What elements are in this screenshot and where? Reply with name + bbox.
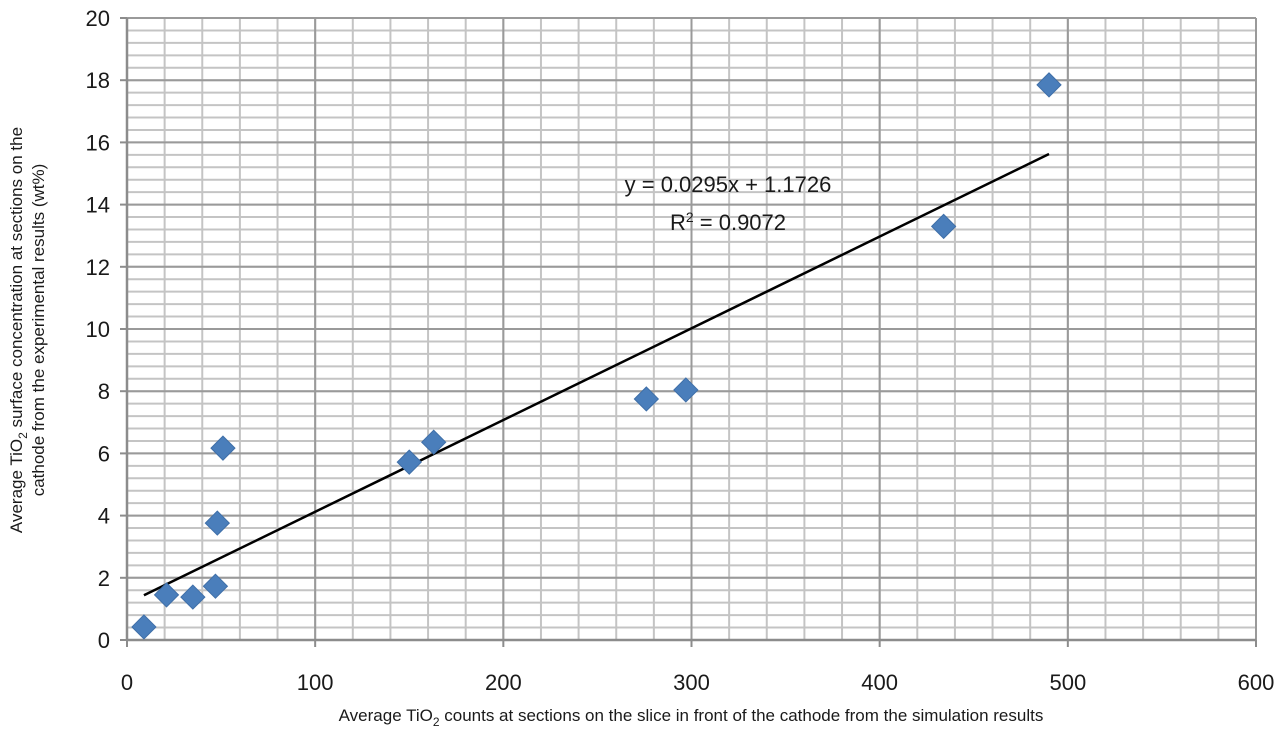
x-tick-label: 500 bbox=[1049, 670, 1086, 695]
svg-text:Average TiO2 surface concentra: Average TiO2 surface concentration at se… bbox=[7, 127, 30, 533]
x-tick-label: 200 bbox=[485, 670, 522, 695]
y-tick-label: 2 bbox=[98, 566, 110, 591]
y-tick-label: 14 bbox=[86, 193, 110, 218]
x-tick-label: 0 bbox=[121, 670, 133, 695]
data-point-diamond bbox=[202, 573, 229, 599]
y-axis-tick-labels: 0 2 4 6 8 10 12 14 16 18 20 bbox=[86, 6, 110, 653]
x-tick-label: 400 bbox=[861, 670, 898, 695]
data-point-diamond bbox=[673, 377, 699, 403]
trendline-equation: y = 0.0295x + 1.1726 bbox=[625, 172, 832, 197]
data-points bbox=[131, 72, 1062, 640]
trendline bbox=[143, 152, 1050, 597]
y-axis-title: Average TiO2 surface concentration at se… bbox=[7, 127, 48, 533]
data-point-diamond bbox=[930, 213, 957, 240]
r-squared-label: R2 = 0.9072 bbox=[670, 209, 786, 235]
x-tick-label: 600 bbox=[1238, 670, 1275, 695]
y-tick-label: 8 bbox=[98, 379, 110, 404]
y-tick-label: 16 bbox=[86, 130, 110, 155]
y-tick-label: 0 bbox=[98, 628, 110, 653]
x-axis-tick-labels: 0 100 200 300 400 500 600 bbox=[121, 670, 1274, 695]
axes bbox=[120, 17, 1257, 647]
x-tick-label: 100 bbox=[297, 670, 334, 695]
data-point-diamond bbox=[633, 386, 660, 412]
data-point-diamond bbox=[180, 584, 206, 610]
x-tick-label: 300 bbox=[673, 670, 710, 695]
y-tick-label: 12 bbox=[86, 255, 110, 280]
y-tick-label: 4 bbox=[98, 504, 110, 529]
data-point-diamond bbox=[1036, 72, 1062, 98]
data-point-diamond bbox=[153, 582, 180, 608]
y-tick-label: 20 bbox=[86, 6, 110, 31]
data-point-diamond bbox=[204, 510, 231, 536]
linear-trendline bbox=[143, 152, 1050, 597]
data-point-diamond bbox=[421, 429, 447, 455]
data-point-diamond bbox=[210, 435, 236, 461]
y-tick-label: 6 bbox=[98, 441, 110, 466]
x-axis-title: Average TiO2 counts at sections on the s… bbox=[339, 706, 1044, 729]
svg-text:cathode from the experimental: cathode from the experimental results (w… bbox=[29, 164, 48, 497]
y-tick-label: 10 bbox=[86, 317, 110, 342]
data-point-diamond bbox=[131, 614, 157, 640]
data-point-diamond bbox=[396, 449, 422, 475]
y-tick-label: 18 bbox=[86, 68, 110, 93]
